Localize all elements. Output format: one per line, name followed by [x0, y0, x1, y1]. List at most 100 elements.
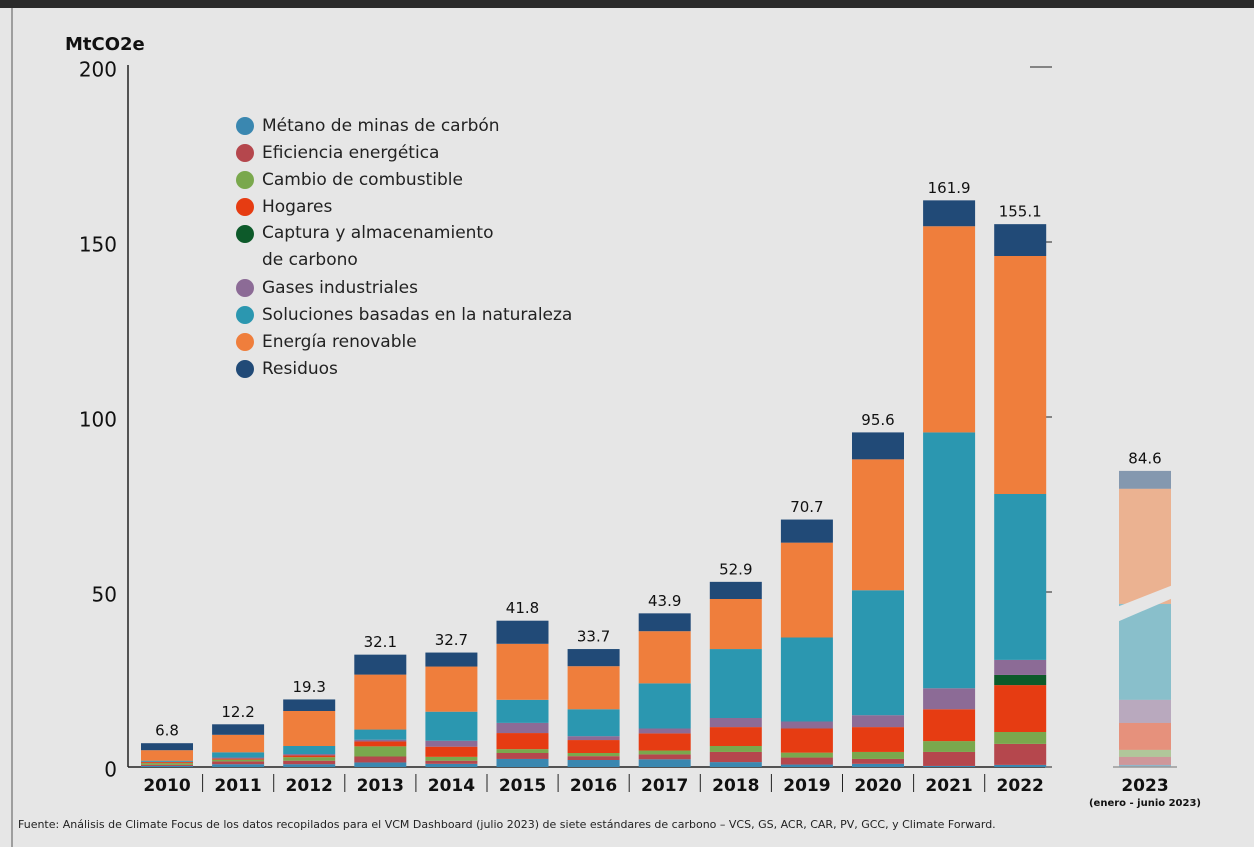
bar-segment	[141, 760, 193, 762]
bar-segment	[1119, 488, 1171, 604]
bar-segment	[780, 757, 833, 765]
bar-segment	[1119, 470, 1171, 489]
legend-label: Gases industriales	[262, 278, 418, 298]
bar-segment	[567, 649, 620, 667]
bar-segment	[425, 760, 478, 764]
bar-segment	[283, 699, 336, 711]
bar-segment	[780, 519, 833, 543]
bar-segment	[780, 728, 833, 753]
legend-label: Eficiencia energética	[262, 143, 440, 163]
partial-note: (enero - junio 2023)	[1089, 798, 1201, 809]
total-label: 70.7	[790, 498, 823, 516]
bar-segment	[354, 762, 407, 767]
bar-segment	[354, 756, 407, 763]
x-tick-label: 2020	[854, 776, 901, 796]
bar-segment	[567, 753, 620, 757]
x-tick-label: 2011	[214, 776, 261, 796]
bar-segment	[283, 757, 336, 761]
bar-segment	[994, 659, 1047, 675]
bar-segment	[709, 649, 762, 718]
legend-swatch	[236, 279, 254, 297]
legend-swatch	[236, 171, 254, 189]
total-label: 19.3	[292, 678, 325, 696]
bar-segment	[852, 715, 904, 728]
x-tick-label: 2010	[143, 776, 190, 796]
legend-item: Hogares	[236, 196, 572, 223]
bar-segment	[994, 674, 1047, 686]
bar-segment	[425, 711, 478, 741]
bar-segment	[283, 760, 336, 765]
x-tick-label: 2017	[641, 776, 688, 796]
legend-swatch	[236, 144, 254, 162]
legend-label: Métano de minas de carbón	[262, 116, 500, 136]
bar-segment	[141, 762, 193, 764]
bar-segment	[567, 709, 620, 737]
bar-segment	[638, 750, 691, 755]
legend-swatch	[236, 333, 254, 351]
total-label: 6.8	[155, 722, 179, 740]
total-label: 155.1	[999, 203, 1042, 221]
total-label: 41.8	[506, 599, 539, 617]
x-tick-label: 2019	[783, 776, 830, 796]
legend-label: Soluciones basadas en la naturaleza	[262, 305, 573, 325]
bar-segment	[994, 256, 1047, 494]
bar-segment	[852, 459, 904, 591]
x-tick-label: 2015	[499, 776, 546, 796]
bar-segment	[354, 746, 407, 757]
total-label: 33.7	[577, 628, 610, 646]
bar-segment	[354, 674, 407, 730]
legend-item: Energía renovable	[236, 331, 572, 358]
bar-segment	[283, 764, 336, 767]
bar-segment	[780, 542, 833, 638]
bar-segment	[496, 733, 549, 750]
bar-segment	[425, 666, 478, 712]
bar-segment	[994, 764, 1047, 767]
legend-swatch	[236, 225, 254, 243]
y-tick-label: 150	[79, 233, 117, 257]
total-label: 84.6	[1128, 449, 1161, 467]
bar-segment	[638, 631, 691, 684]
bar-segment	[638, 759, 691, 767]
bar-segment	[496, 722, 549, 734]
bar-segment	[425, 746, 478, 757]
bar-segment	[425, 740, 478, 747]
bar-segment	[425, 652, 478, 667]
axis-break	[1117, 585, 1173, 622]
bar-segment	[212, 758, 265, 760]
bar-segment	[212, 764, 265, 767]
bar-segment	[141, 765, 193, 767]
bar-segment	[283, 755, 336, 758]
legend-swatch	[236, 360, 254, 378]
bar-segment	[638, 728, 691, 734]
bar-segment	[212, 724, 265, 735]
bar-segment	[496, 699, 549, 723]
source: Fuente: Análisis de Climate Focus de los…	[18, 818, 996, 831]
legend-label: Energía renovable	[262, 332, 417, 352]
bar-segment	[638, 754, 691, 760]
bar-segment	[496, 749, 549, 753]
x-tick-label: 2021	[925, 776, 972, 796]
bar-segment	[709, 762, 762, 767]
bar-segment	[212, 752, 265, 758]
bar-segment	[212, 734, 265, 753]
total-label: 161.9	[928, 179, 971, 197]
total-label: 32.1	[364, 633, 397, 651]
bar-segment	[496, 620, 549, 644]
bar-segment	[567, 740, 620, 753]
total-label: 32.7	[435, 631, 468, 649]
bar-segment	[638, 613, 691, 632]
header-band	[0, 0, 1254, 8]
bar-segment	[141, 743, 193, 751]
bar-segment	[994, 685, 1047, 732]
bar-segment	[567, 666, 620, 710]
bar-segment	[141, 763, 193, 765]
x-tick-label: 2014	[428, 776, 475, 796]
bar-segment	[567, 736, 620, 741]
bar-segment	[852, 432, 904, 460]
legend-label: Residuos	[262, 359, 338, 379]
legend-swatch	[236, 198, 254, 216]
bar-segment	[1119, 722, 1171, 750]
bar-segment	[141, 764, 193, 766]
total-label: 12.2	[221, 703, 254, 721]
